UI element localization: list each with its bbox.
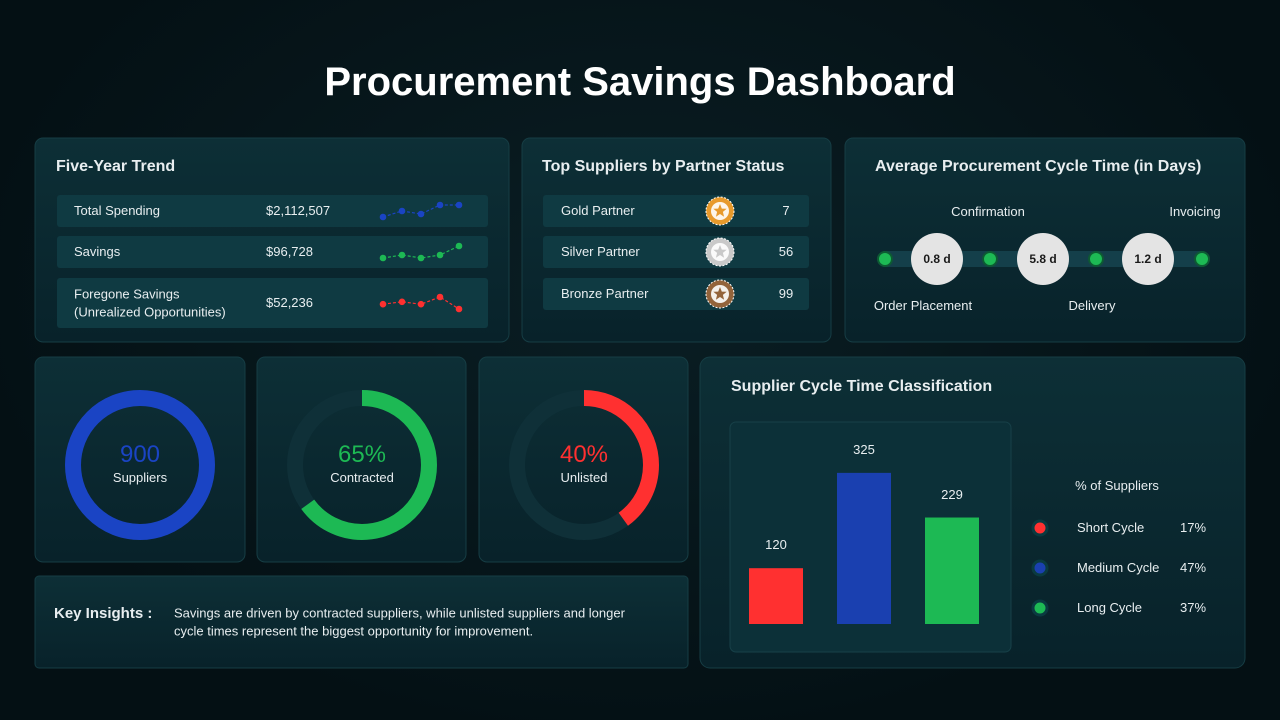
donut-value: 900 (119, 440, 161, 468)
legend-value: 17% (1180, 520, 1207, 536)
donut-arc (65, 390, 215, 540)
sparkline (382, 296, 460, 310)
bar (837, 472, 891, 624)
spark-point (436, 201, 444, 209)
step-dot (982, 251, 998, 267)
step-dot (877, 251, 893, 267)
supplier-count: 56 (778, 244, 794, 260)
row-label: Foregone Savings (Unrealized Opportuniti… (74, 286, 226, 319)
row-amount: $96,728 (266, 244, 313, 260)
bar-value-label: 325 (853, 442, 875, 458)
panel-title: Five-Year Trend (56, 158, 176, 176)
medal-star (713, 245, 727, 258)
spark-point (379, 254, 387, 262)
spark-point (417, 210, 425, 218)
medal-star (713, 204, 727, 217)
row-label: Savings (74, 244, 121, 260)
row-label: Silver Partner (561, 244, 640, 260)
page-title: Procurement Savings Dashboard (324, 60, 956, 104)
bar (925, 517, 979, 624)
donut-value: 40% (559, 440, 609, 468)
supplier-row (543, 278, 809, 310)
spark-point (455, 201, 463, 209)
step-label: Confirmation (951, 204, 1025, 220)
trend-row (57, 236, 488, 268)
duration-node (1017, 233, 1069, 285)
trend-row (57, 195, 488, 227)
duration-label: 1.2 d (1134, 251, 1162, 266)
step-label: Order Placement (873, 298, 973, 314)
donut-value: 65% (337, 440, 387, 468)
panel-title: Top Suppliers by Partner Status (542, 158, 785, 176)
insights-label: Key Insights : (54, 604, 153, 622)
duration-node (1122, 233, 1174, 285)
spark-point (398, 298, 406, 306)
insights-text: Savings are driven by contracted supplie… (174, 605, 625, 638)
legend-title: % of Suppliers (1075, 478, 1159, 494)
step-label: Delivery (1068, 298, 1116, 314)
insights-panel (34, 575, 689, 669)
trend-row (57, 278, 488, 328)
duration-label: 5.8 d (1029, 251, 1057, 266)
legend-value: 37% (1180, 600, 1207, 616)
step-dot (1194, 251, 1210, 267)
legend-swatch (1031, 559, 1049, 577)
legend-name: Long Cycle (1077, 600, 1143, 616)
row-label: Total Spending (74, 203, 161, 219)
donut-label: Suppliers (112, 470, 168, 486)
donut-label: Contracted (330, 470, 394, 486)
row-amount: $2,112,507 (266, 203, 331, 219)
bar-value-label: 229 (941, 486, 963, 502)
donut-label: Unlisted (560, 470, 608, 486)
row-amount: $52,236 (266, 295, 313, 311)
duration-node (911, 233, 963, 285)
legend-name: Short Cycle (1077, 520, 1145, 536)
panel-title: Average Procurement Cycle Time (in Days) (875, 158, 1202, 176)
spark-point (436, 293, 444, 301)
spark-point (379, 213, 387, 221)
supplier-row (543, 236, 809, 268)
spark-point (455, 242, 463, 250)
legend-swatch (1031, 519, 1049, 537)
donut-arc (287, 390, 437, 540)
chart-title: Supplier Cycle Time Classification (731, 378, 993, 396)
spark-point (398, 207, 406, 215)
donut-arc (509, 390, 659, 540)
step-dot (1088, 251, 1104, 267)
spark-point (417, 254, 425, 262)
sparkline (382, 245, 460, 259)
legend-value: 47% (1180, 560, 1207, 576)
spark-point (417, 300, 425, 308)
bar (749, 568, 803, 624)
row-label: Bronze Partner (561, 286, 649, 302)
legend-swatch (1031, 599, 1049, 617)
supplier-row (543, 195, 809, 227)
step-label: Invoicing (1169, 204, 1221, 220)
row-label: Gold Partner (561, 203, 635, 219)
medal-star (713, 287, 727, 300)
legend-name: Medium Cycle (1077, 560, 1160, 576)
spark-point (398, 251, 406, 259)
sparkline (382, 204, 459, 218)
supplier-count: 7 (782, 203, 790, 219)
spark-point (436, 251, 444, 259)
duration-label: 0.8 d (923, 251, 951, 266)
bar-value-label: 120 (765, 537, 787, 553)
spark-point (455, 305, 463, 313)
spark-point (379, 300, 387, 308)
supplier-count: 99 (778, 286, 794, 302)
